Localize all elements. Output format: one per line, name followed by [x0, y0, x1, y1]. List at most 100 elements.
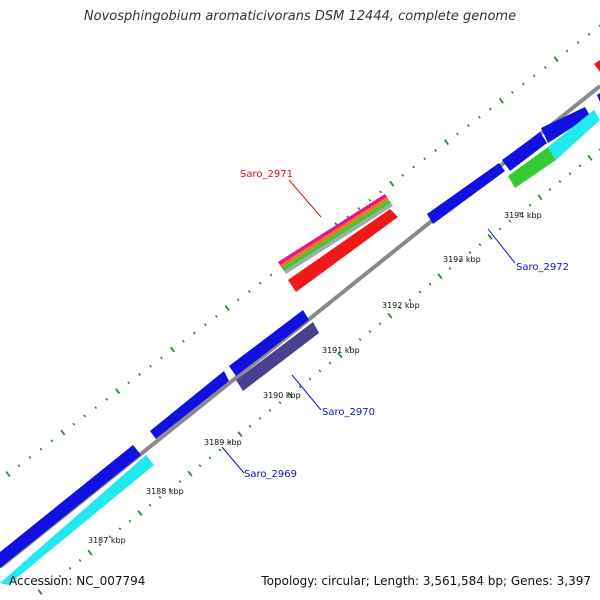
gene-label-saro-2969: Saro_2969: [244, 469, 297, 480]
scale-tick: [108, 535, 112, 539]
scale-tick: [318, 369, 322, 373]
scale-tick: [348, 345, 352, 349]
scale-tick: [208, 456, 212, 460]
scale-tick: [337, 352, 343, 359]
scale-tick: [60, 429, 66, 436]
gene-arrow: [594, 60, 600, 72]
scale-tick: [17, 464, 21, 468]
gene-arrow: [0, 455, 154, 585]
scale-tick: [412, 165, 415, 169]
scale-tick: [398, 306, 402, 310]
scale-tick: [478, 115, 481, 119]
scale-tick: [528, 203, 532, 207]
saro-2971-features: [278, 60, 600, 292]
scale-tick: [278, 401, 282, 405]
scale-tick: [224, 305, 230, 312]
scale-tick: [236, 298, 240, 302]
scale-label: 3188 kbp: [146, 487, 184, 496]
scale-tick: [558, 180, 562, 184]
scale-tick: [378, 322, 382, 326]
gene-arrow: [236, 322, 319, 391]
scale-tick: [193, 331, 196, 335]
callout-line: [487, 228, 516, 264]
scale-tick: [83, 414, 87, 418]
scale-tick: [287, 391, 293, 398]
scale-tick: [268, 409, 272, 412]
scale-tick: [518, 211, 522, 215]
scale-tick: [478, 243, 482, 247]
scale-tick: [543, 66, 547, 69]
scale-tick: [138, 373, 141, 376]
scale-tick: [68, 566, 72, 570]
scale-tick: [58, 574, 62, 578]
gene-feature: [282, 200, 391, 271]
outer-gene-track: [0, 93, 600, 568]
gene-label-saro-2970: Saro_2970: [322, 407, 375, 418]
scale-tick: [510, 90, 514, 94]
scale-tick: [187, 470, 193, 477]
scale-tick: [508, 219, 512, 223]
scale-label: 3190 kbp: [263, 391, 301, 400]
scale-tick: [203, 323, 207, 327]
scale-tick: [428, 282, 432, 286]
scale-labels: 3187 kbp 3188 kbp 3189 kbp 3190 kbp 3191…: [88, 211, 542, 545]
scale-tick: [587, 32, 591, 36]
scale-tick: [149, 364, 152, 368]
gene-feature: [278, 194, 387, 265]
scale-tick: [169, 346, 175, 353]
scale-tick: [408, 298, 412, 302]
scale-tick: [78, 558, 82, 562]
scale-tick: [489, 107, 492, 111]
scale-tick: [458, 259, 462, 262]
callout-line: [221, 446, 245, 474]
gene-arrow: [427, 163, 505, 224]
scale-tick: [437, 273, 443, 280]
gene-label-saro-2972: Saro_2972: [516, 262, 569, 273]
scale-tick: [168, 487, 172, 491]
scale-tick: [443, 139, 450, 146]
scale-tick: [118, 527, 122, 531]
scale-tick: [269, 273, 273, 277]
scale-tick: [182, 339, 185, 343]
gene-arrow: [597, 93, 600, 102]
scale-tick: [448, 266, 452, 270]
scale-tick: [532, 74, 536, 78]
scale-tick: [247, 290, 251, 293]
scale-tick: [214, 314, 218, 318]
scale-tick: [387, 312, 393, 319]
scale-label: 3189 kbp: [204, 438, 242, 447]
gene-labels: Saro_2969 Saro_2970 Saro_2971 Saro_2972: [221, 169, 569, 480]
scale-tick: [128, 519, 132, 523]
scale-tick: [368, 198, 372, 202]
scale-tick: [587, 154, 593, 161]
scale-tick: [308, 377, 312, 381]
scale-tick: [39, 447, 43, 451]
scale-tick: [105, 397, 109, 401]
scale-tick: [521, 82, 525, 86]
scale-tick: [237, 431, 243, 438]
scale-tick: [379, 190, 383, 194]
scale-label: 3192 kbp: [382, 301, 420, 310]
scale-tick: [401, 173, 405, 177]
scale-tick: [548, 188, 552, 191]
scale-tick: [218, 448, 222, 452]
scale-label: 3187 kbp: [88, 536, 126, 545]
scale-tick: [137, 510, 143, 516]
gene-arrow: [229, 310, 309, 376]
callout-line: [291, 374, 322, 411]
gene-feature: [284, 203, 393, 274]
scale-tick: [537, 194, 543, 201]
scale-tick: [228, 440, 232, 444]
scale-tick: [357, 207, 361, 210]
gene-arrow: [548, 110, 600, 160]
scale-tick: [468, 251, 472, 255]
scale-tick: [576, 41, 580, 45]
scale-tick: [565, 49, 569, 53]
map-title: Novosphingobium aromaticivorans DSM 1244…: [83, 9, 517, 24]
scale-tick: [258, 416, 262, 420]
gene-label-saro-2971: Saro_2971: [240, 169, 293, 180]
scale-tick: [258, 281, 262, 285]
scale-tick: [72, 422, 76, 426]
scale-tick: [98, 543, 102, 547]
scale-tick: [553, 56, 559, 63]
